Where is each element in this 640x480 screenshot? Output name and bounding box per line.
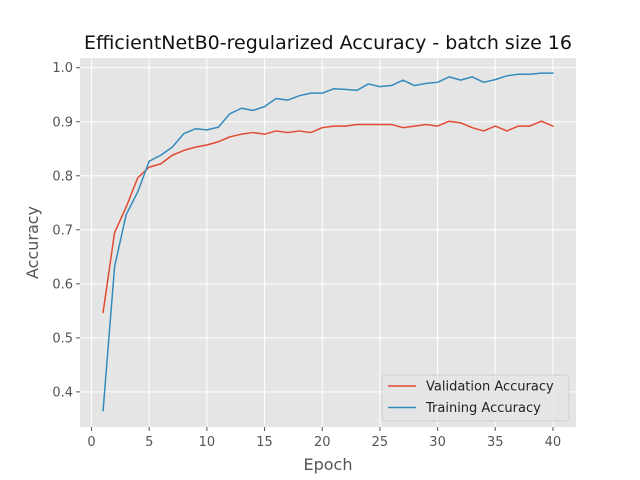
x-tick-label: 25 — [372, 435, 389, 450]
x-tick-label: 5 — [145, 435, 153, 450]
x-tick-label: 35 — [487, 435, 504, 450]
x-tick-label: 30 — [429, 435, 446, 450]
x-tick-label: 15 — [256, 435, 273, 450]
plot-area — [80, 58, 576, 427]
chart-title: EfficientNetB0-regularized Accuracy - ba… — [84, 32, 572, 54]
y-tick-label: 1.0 — [52, 61, 73, 76]
x-tick-label: 0 — [87, 435, 95, 450]
x-tick-label: 40 — [545, 435, 562, 450]
y-tick-label: 0.7 — [52, 223, 73, 238]
y-tick-label: 0.9 — [52, 115, 73, 130]
grid-lines — [80, 58, 576, 427]
legend-box — [381, 374, 570, 422]
y-axis-label: Accuracy — [23, 206, 42, 279]
y-tick-label: 0.6 — [52, 277, 73, 292]
x-axis-label: Epoch — [304, 455, 353, 474]
y-tick-label: 0.5 — [52, 331, 73, 346]
y-tick-label: 0.8 — [52, 169, 73, 184]
x-tick-label: 20 — [314, 435, 331, 450]
validation-accuracy-line — [102, 120, 554, 314]
series-lines — [102, 72, 554, 412]
x-tick-label: 10 — [199, 435, 216, 450]
y-tick-label: 0.4 — [52, 385, 73, 400]
legend-label-training: Training Accuracy — [425, 401, 541, 416]
axis-ticks: 0 5 10 15 20 25 30 35 40 0.4 0.5 0.6 0.7 0.8 0.9 1.0 — [52, 61, 561, 450]
legend-label-validation: Validation Accuracy — [426, 380, 554, 395]
training-accuracy-line — [102, 72, 554, 412]
legend: Validation Accuracy Training Accuracy — [381, 374, 570, 422]
